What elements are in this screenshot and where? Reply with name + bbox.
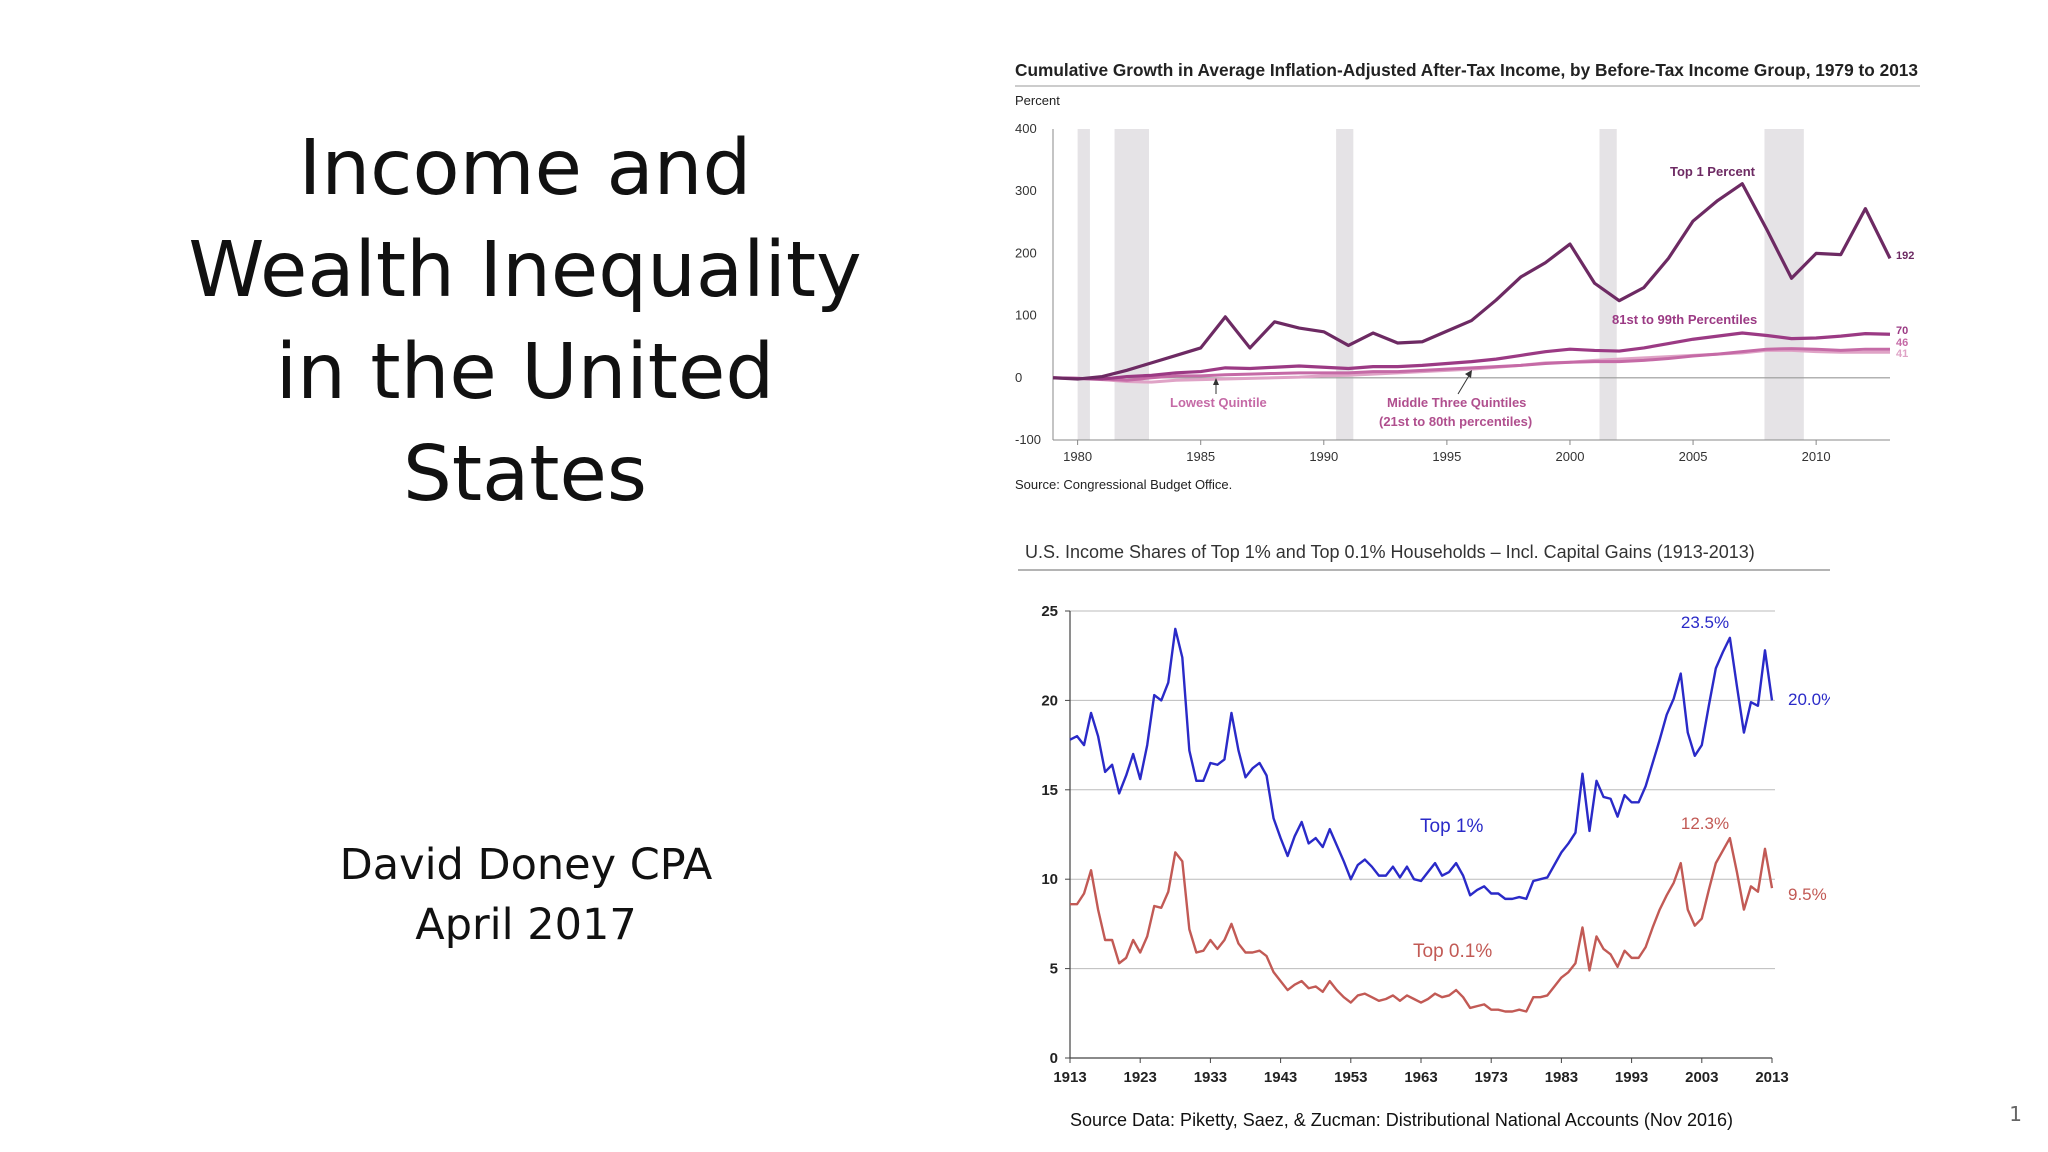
y-tick-label: 15 xyxy=(1041,782,1058,799)
arrow-middle xyxy=(1457,373,1471,395)
title-line: in the United xyxy=(275,328,775,417)
y-tick-label: 0 xyxy=(1015,370,1022,385)
y-tick-labels: 400 300 200 100 0 -100 xyxy=(1015,121,1041,447)
recession-band xyxy=(1336,129,1354,440)
y-tick-label: -100 xyxy=(1015,432,1041,447)
end-value-label: 192 xyxy=(1896,250,1914,262)
series-lines xyxy=(1052,182,1892,384)
x-tick-label: 1963 xyxy=(1404,1069,1437,1086)
page-number: 1 xyxy=(2009,1102,2022,1126)
chart-source: Source Data: Piketty, Saez, & Zucman: Di… xyxy=(1070,1110,1733,1130)
x-tick-label: 2000 xyxy=(1556,449,1585,464)
chart-title: Cumulative Growth in Average Inflation-A… xyxy=(1015,60,1918,80)
gridlines xyxy=(1052,129,1890,441)
chart-title: U.S. Income Shares of Top 1% and Top 0.1… xyxy=(1025,542,1755,562)
y-tick-label: 25 xyxy=(1041,603,1058,620)
series-line xyxy=(1070,836,1774,1013)
series-line xyxy=(1052,347,1890,382)
presentation-date: April 2017 xyxy=(415,900,637,950)
x-tick-label: 1953 xyxy=(1334,1069,1367,1086)
x-tick-label: 1980 xyxy=(1063,449,1092,464)
y-axis-label: Percent xyxy=(1015,93,1060,108)
recession-band xyxy=(1077,129,1090,440)
series-lines xyxy=(1069,627,1774,1013)
recession-band xyxy=(1764,129,1804,440)
end-value-label: 70 xyxy=(1896,325,1908,337)
recession-band xyxy=(1599,129,1617,440)
slide-title: Income and Wealth Inequality in the Unit… xyxy=(170,118,880,526)
x-tick-label: 2013 xyxy=(1755,1069,1788,1086)
x-tick-labels: 1980 1985 1990 1995 2000 2005 2010 xyxy=(1063,440,1831,464)
series-line xyxy=(1052,331,1891,381)
annotation-middle-three-sub: (21st to 80th percentiles) xyxy=(1379,414,1532,429)
x-tick-label: 1983 xyxy=(1545,1069,1578,1086)
x-tick-label: 1933 xyxy=(1194,1069,1227,1086)
author-block: David Doney CPA April 2017 xyxy=(226,835,826,955)
peak-label: 12.3% xyxy=(1681,814,1729,833)
income-share-chart: U.S. Income Shares of Top 1% and Top 0.1… xyxy=(1018,542,1830,1130)
x-tick-label: 1985 xyxy=(1186,449,1215,464)
x-tick-labels: 1913 1923 1933 1943 1953 1963 1973 1983 1993 2003… xyxy=(1053,1058,1789,1086)
x-tick-label: 2010 xyxy=(1802,449,1831,464)
annotation-top1: Top 1 Percent xyxy=(1670,164,1756,179)
title-line: Income and xyxy=(298,124,752,213)
annotation-middle-three: Middle Three Quintiles xyxy=(1387,395,1526,410)
chart-source: Source: Congressional Budget Office. xyxy=(1015,477,1232,492)
y-tick-label: 5 xyxy=(1050,961,1058,978)
y-tick-label: 20 xyxy=(1041,692,1058,709)
annotation-top01: Top 0.1% xyxy=(1413,941,1492,962)
end-value-label: 20.0% xyxy=(1788,690,1830,709)
x-tick-label: 1973 xyxy=(1475,1069,1508,1086)
value-labels: 23.5% 20.0% 12.3% 9.5% xyxy=(1681,613,1830,904)
y-tick-label: 300 xyxy=(1015,183,1037,198)
x-tick-label: 1913 xyxy=(1053,1069,1086,1086)
end-value-label: 9.5% xyxy=(1788,885,1827,904)
cbo-income-growth-chart: Cumulative Growth in Average Inflation-A… xyxy=(1015,60,1920,492)
x-tick-label: 1995 xyxy=(1432,449,1461,464)
annotation-81-99: 81st to 99th Percentiles xyxy=(1612,312,1757,327)
recession-band xyxy=(1114,129,1150,440)
title-line: Wealth Inequality xyxy=(188,226,862,315)
arrow-middle-head xyxy=(1465,370,1472,378)
x-tick-label: 1923 xyxy=(1124,1069,1157,1086)
x-tick-label: 1993 xyxy=(1615,1069,1648,1086)
y-tick-label: 100 xyxy=(1015,308,1037,323)
title-line: States xyxy=(403,430,647,519)
y-tick-label: 400 xyxy=(1015,121,1037,136)
y-tick-label: 200 xyxy=(1015,245,1037,260)
author-name: David Doney CPA xyxy=(339,840,713,890)
x-tick-label: 1943 xyxy=(1264,1069,1297,1086)
y-tick-label: 10 xyxy=(1041,871,1058,888)
y-tick-labels: 25 20 15 10 5 0 xyxy=(1041,603,1070,1067)
annotation-lowest-quintile: Lowest Quintile xyxy=(1170,395,1267,410)
x-tick-label: 2005 xyxy=(1679,449,1708,464)
x-tick-label: 2003 xyxy=(1685,1069,1718,1086)
end-value-label: 41 xyxy=(1896,348,1908,360)
series-line xyxy=(1052,182,1892,381)
y-tick-label: 0 xyxy=(1050,1050,1058,1067)
peak-label: 23.5% xyxy=(1681,613,1729,632)
series-line xyxy=(1069,627,1774,901)
arrow-lowest-head xyxy=(1213,378,1219,385)
x-tick-label: 1990 xyxy=(1309,449,1338,464)
annotation-top1: Top 1% xyxy=(1420,816,1483,837)
end-value-label: 46 xyxy=(1896,337,1908,349)
